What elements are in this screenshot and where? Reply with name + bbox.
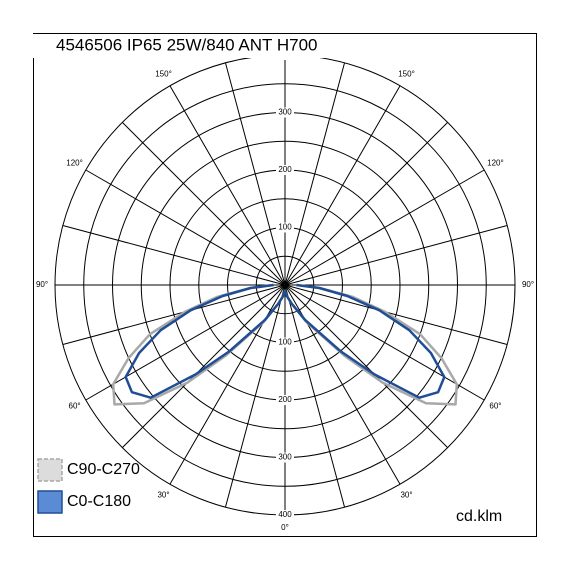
grid-spoke xyxy=(284,85,401,286)
legend-label: C0-C180 xyxy=(67,493,131,510)
angle-tick-label: 120° xyxy=(66,159,83,168)
r-tick-label: 200 xyxy=(278,165,292,174)
r-tick-label: 200 xyxy=(278,395,292,404)
r-tick-label: 300 xyxy=(278,108,292,117)
grid xyxy=(54,54,516,516)
grid-spoke xyxy=(284,284,485,401)
tick-label-background xyxy=(276,452,294,463)
angle-tick-label: 0° xyxy=(281,523,289,532)
grid-spoke xyxy=(224,284,286,508)
angle-tick-label: 90° xyxy=(36,280,48,289)
angle-tick-label: 90° xyxy=(522,280,534,289)
tick-label-background xyxy=(276,337,294,348)
legend-swatch xyxy=(37,458,63,482)
angle-tick-label: 150° xyxy=(155,70,172,79)
grid-spoke xyxy=(85,284,286,401)
r-tick-label: 400 xyxy=(278,510,292,519)
intensity-curve xyxy=(124,283,287,399)
tick-label-background xyxy=(276,510,294,520)
tick-label-background xyxy=(276,222,294,233)
curves xyxy=(111,283,459,406)
r-tick-label: 300 xyxy=(278,453,292,462)
grid-spoke xyxy=(122,122,286,286)
angle-tick-label: 120° xyxy=(487,159,504,168)
r-tick-label: 100 xyxy=(278,338,292,347)
angle-tick-label: 60° xyxy=(69,402,81,411)
legend-label: C90-C270 xyxy=(67,461,140,478)
grid-spoke xyxy=(284,284,346,508)
angle-tick-label: 30° xyxy=(157,491,169,500)
unit-label: cd.klm xyxy=(456,508,502,525)
title-background xyxy=(33,34,363,58)
angle-tick-label: 30° xyxy=(400,491,412,500)
grid-spoke xyxy=(62,224,286,286)
angle-tick-label: 60° xyxy=(489,402,501,411)
chart-title: 4546506 IP65 25W/840 ANT H700 xyxy=(56,35,317,54)
legend-swatch xyxy=(37,490,63,514)
grid-spoke xyxy=(284,284,448,448)
grid-spoke xyxy=(284,284,508,346)
grid-spoke xyxy=(85,169,286,286)
grid-spoke xyxy=(284,62,346,286)
grid-spoke xyxy=(169,85,286,286)
angle-tick-label: 150° xyxy=(398,70,415,79)
tick-label-background xyxy=(276,107,294,118)
grid-spoke xyxy=(122,284,286,448)
tick-label-background xyxy=(276,395,294,405)
legend: C90-C270 C0-C180 xyxy=(37,458,140,514)
grid-spoke xyxy=(284,169,485,286)
r-tick-label: 100 xyxy=(278,223,292,232)
tick-label-background xyxy=(276,165,294,175)
grid-spoke xyxy=(284,122,448,286)
grid-spoke xyxy=(62,284,286,346)
grid-spoke xyxy=(284,224,508,286)
grid-spoke xyxy=(224,62,286,286)
intensity-curve xyxy=(283,283,446,399)
